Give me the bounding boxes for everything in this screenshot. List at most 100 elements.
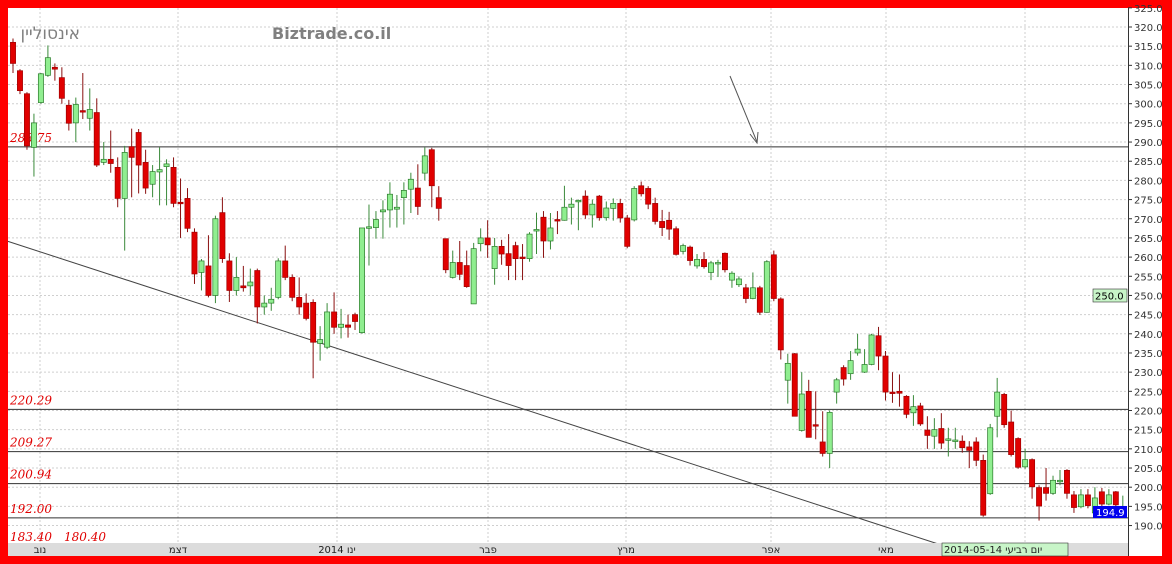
candle [980,454,987,517]
candle-body [1001,394,1008,426]
candle-body [484,237,491,246]
candle-body [847,360,854,375]
price-axis[interactable] [1128,8,1162,556]
candle-body [100,158,107,163]
candle [868,333,875,366]
candle-body [756,287,763,313]
candle [400,182,407,225]
candle [561,185,568,221]
y-tick-label: 210.0 [1134,445,1163,456]
candle-body [533,229,540,232]
candle [749,272,756,300]
candle [100,142,107,166]
candle [219,197,226,263]
candle-body [261,302,268,308]
x-tick-label: נוב [34,545,47,556]
candle-body [24,93,30,147]
date-axis[interactable] [8,543,1128,556]
candle-body [1105,494,1112,505]
candle-body [44,57,51,76]
candle [763,260,770,313]
candle [44,45,51,77]
candle-body [645,188,652,205]
candle [994,377,1001,438]
x-tick-label: פבר [479,545,497,556]
candle [1022,448,1029,469]
candle [1077,489,1084,509]
candle [491,237,498,285]
y-tick-label: 205.0 [1134,464,1163,475]
candle [638,181,645,197]
candle [1071,491,1077,513]
y-tick-label: 305.0 [1134,81,1163,92]
candle-body [617,203,624,219]
candle-body [631,188,638,221]
candle [1001,392,1008,428]
candle-body [1015,438,1022,468]
candle-body [624,217,631,247]
candle [421,147,428,181]
candle [373,211,379,239]
candle-body [338,323,345,328]
y-tick-label: 240.0 [1134,330,1163,341]
candle-body [470,248,477,305]
candle [596,194,603,221]
candle [924,416,931,449]
candle [198,259,205,291]
candle-body [275,260,282,298]
candle-body [72,104,79,124]
candle-body [247,281,254,287]
candle [317,326,324,361]
candle-body [1057,479,1063,483]
candle-body [722,252,728,271]
candle-body [1029,459,1036,488]
candle-body [373,219,379,228]
candle-body [352,314,358,322]
horizontal-levels: 288.75 220.29 209.27 200.94 192.00 183.40 180.… [8,131,1128,544]
candle-body [875,335,882,357]
candle-body [51,66,58,70]
candle-body [386,193,393,211]
candle-body [512,245,519,259]
candle [540,211,547,258]
y-tick-label: 310.0 [1134,61,1163,72]
candle [310,299,317,379]
candle-body [212,218,219,296]
y-tick-label: 215.0 [1134,426,1163,437]
y-tick-label: 220.0 [1134,407,1163,418]
trendline [7,240,942,546]
candle [603,201,610,221]
y-tick-label: 295.0 [1134,119,1163,130]
candle [205,235,212,298]
candle-body [749,287,756,299]
candle-body [428,149,435,187]
candle [498,239,505,265]
candle [233,257,240,296]
candle [184,188,191,233]
candle [708,260,714,281]
candle [533,212,540,255]
y-tick-label: 275.0 [1134,196,1163,207]
y-tick-label: 255.0 [1134,272,1163,283]
candle [728,271,735,288]
candle-body [763,261,770,313]
candle [345,314,351,338]
candle-body [1022,459,1029,468]
candle-body [791,353,798,417]
candle [386,182,393,228]
candle [505,234,512,281]
candle [547,212,554,250]
date-axis-labels: נוב דצמ ינו 2014 פבר מרץ אפר מאי [34,545,894,556]
candle-body [931,429,938,437]
x-tick-label: מאי [878,545,894,556]
candle-body [1098,491,1105,505]
candle-body [1077,494,1084,508]
candle [268,287,275,311]
candle-body [994,391,1001,417]
candle-body [610,203,617,209]
candle-body [177,201,184,205]
candle-body [142,162,149,189]
candle [1050,475,1056,495]
candle [393,194,400,228]
